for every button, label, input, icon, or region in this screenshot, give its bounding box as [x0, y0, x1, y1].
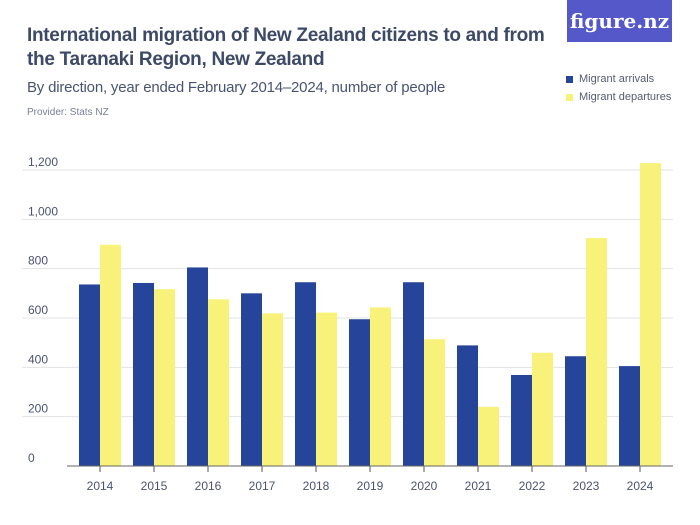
- bar-arrivals-2018: [295, 282, 316, 466]
- y-tick-label: 600: [28, 303, 48, 317]
- bar-arrivals-2023: [565, 356, 586, 466]
- bar-arrivals-2020: [403, 282, 424, 466]
- x-tick-label: 2014: [87, 479, 114, 493]
- y-tick-label: 1,000: [28, 204, 58, 218]
- x-tick-label: 2019: [357, 479, 384, 493]
- bar-arrivals-2021: [457, 345, 478, 466]
- legend-swatch-arrivals: [566, 75, 573, 83]
- bar-arrivals-2015: [133, 282, 154, 466]
- bar-departures-2018: [316, 312, 337, 466]
- y-tick-label: 200: [28, 402, 48, 416]
- bar-arrivals-2017: [241, 293, 262, 466]
- legend-swatch-departures: [566, 93, 573, 101]
- legend-label-departures: Migrant departures: [579, 91, 672, 103]
- x-tick-label: 2024: [627, 479, 654, 493]
- y-tick-label: 1,200: [28, 155, 58, 169]
- x-tick-label: 2022: [519, 479, 546, 493]
- provider-text: Provider: Stats NZ: [27, 107, 109, 118]
- bar-departures-2015: [154, 289, 175, 466]
- legend-label-arrivals: Migrant arrivals: [579, 73, 655, 85]
- x-tick-label: 2017: [249, 479, 276, 493]
- bar-arrivals-2014: [79, 284, 100, 466]
- bar-departures-2021: [478, 406, 499, 466]
- bar-departures-2019: [370, 307, 391, 466]
- x-tick-label: 2018: [303, 479, 330, 493]
- y-tick-label: 0: [28, 451, 35, 465]
- bar-departures-2022: [532, 352, 553, 466]
- chart-subtitle: By direction, year ended February 2014–2…: [27, 79, 446, 96]
- bar-departures-2020: [424, 339, 445, 466]
- bar-departures-2017: [262, 313, 283, 466]
- x-tick-label: 2023: [573, 479, 600, 493]
- bar-arrivals-2019: [349, 319, 370, 466]
- bar-arrivals-2016: [187, 267, 208, 466]
- bar-departures-2024: [640, 163, 661, 467]
- x-tick-label: 2020: [411, 479, 438, 493]
- figure-nz-logo[interactable]: figure.nz: [567, 0, 672, 42]
- legend-item-arrivals: Migrant arrivals: [566, 70, 671, 88]
- x-tick-label: 2021: [465, 479, 492, 493]
- legend-item-departures: Migrant departures: [566, 88, 671, 106]
- bar-departures-2023: [586, 238, 607, 466]
- y-tick-label: 400: [28, 352, 48, 366]
- chart-title: International migration of New Zealand c…: [27, 25, 545, 70]
- x-tick-label: 2015: [141, 479, 168, 493]
- bar-arrivals-2022: [511, 374, 532, 466]
- y-tick-label: 800: [28, 254, 48, 268]
- bar-departures-2016: [208, 299, 229, 466]
- legend: Migrant arrivals Migrant departures: [566, 70, 671, 106]
- bar-arrivals-2024: [619, 366, 640, 466]
- bar-departures-2014: [100, 244, 121, 466]
- x-tick-label: 2016: [195, 479, 222, 493]
